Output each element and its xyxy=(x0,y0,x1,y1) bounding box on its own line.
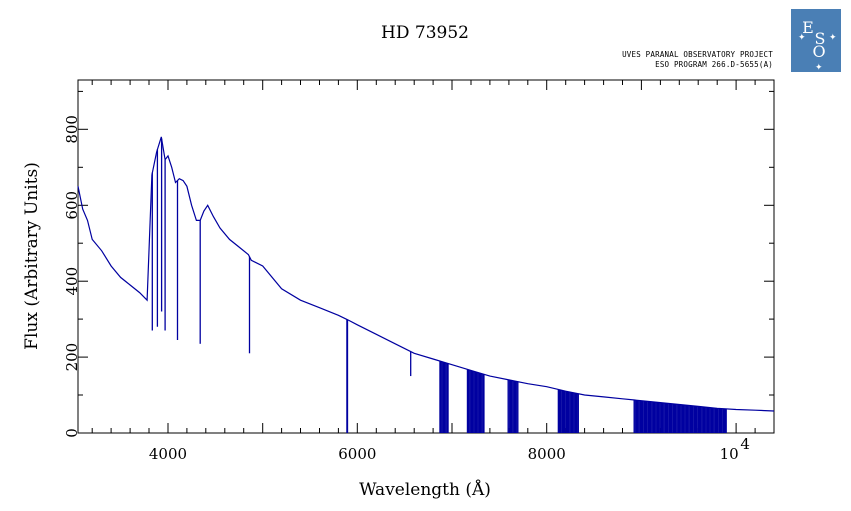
y-tick-label: 800 xyxy=(63,115,81,144)
logo-background xyxy=(791,9,841,72)
plot-frame xyxy=(77,79,775,434)
logo-letter-s: S xyxy=(815,29,826,48)
logo-star-icon: ✦ xyxy=(798,33,806,43)
logo-star-icon: ✦ xyxy=(829,33,837,43)
logo-letter-o: O xyxy=(812,42,825,61)
y-axis-label: Flux (Arbitrary Units) xyxy=(22,162,42,350)
x-tick-exponent: 4 xyxy=(740,435,750,453)
y-tick-label: 0 xyxy=(63,428,81,438)
x-tick-label: 10 xyxy=(720,445,739,463)
y-tick-labels: 0 200 400 600 800 xyxy=(63,115,81,438)
annotation-program: ESO PROGRAM 266.D-5655(A) xyxy=(655,60,773,69)
x-axis-label: Wavelength (Å) xyxy=(359,479,491,500)
ticks xyxy=(78,80,775,434)
annotation-project: UVES PARANAL OBSERVATORY PROJECT xyxy=(622,50,773,59)
y-tick-label: 400 xyxy=(63,267,81,296)
spectrum-group xyxy=(77,136,775,433)
x-tick-labels: 4000 6000 8000 104 xyxy=(149,435,750,463)
y-tick-label: 600 xyxy=(63,191,81,220)
eso-logo: E S O ✦ ✦ ✦ xyxy=(791,9,841,73)
x-tick-label: 6000 xyxy=(338,445,376,463)
x-tick-label: 8000 xyxy=(528,445,566,463)
y-tick-label: 200 xyxy=(63,343,81,372)
chart-title: HD 73952 xyxy=(381,23,469,43)
x-tick-label: 4000 xyxy=(149,445,187,463)
logo-star-icon: ✦ xyxy=(815,63,823,73)
spectrum-line xyxy=(77,136,775,412)
logo-letter-e: E xyxy=(802,18,814,37)
